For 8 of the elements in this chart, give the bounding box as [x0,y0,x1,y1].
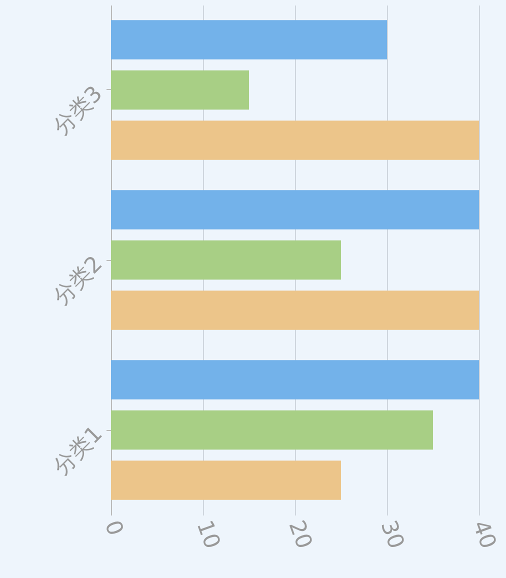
y-tick-label: 分类3 [49,82,108,140]
x-tick-label: 20 [283,517,316,552]
x-tick-label: 40 [467,517,500,552]
y-tick-label: 分类1 [49,422,108,480]
x-tick-label: 10 [191,517,224,552]
x-tick-label: 0 [99,517,128,540]
x-tick-label: 30 [375,517,408,552]
y-tick-label: 分类2 [49,252,108,310]
